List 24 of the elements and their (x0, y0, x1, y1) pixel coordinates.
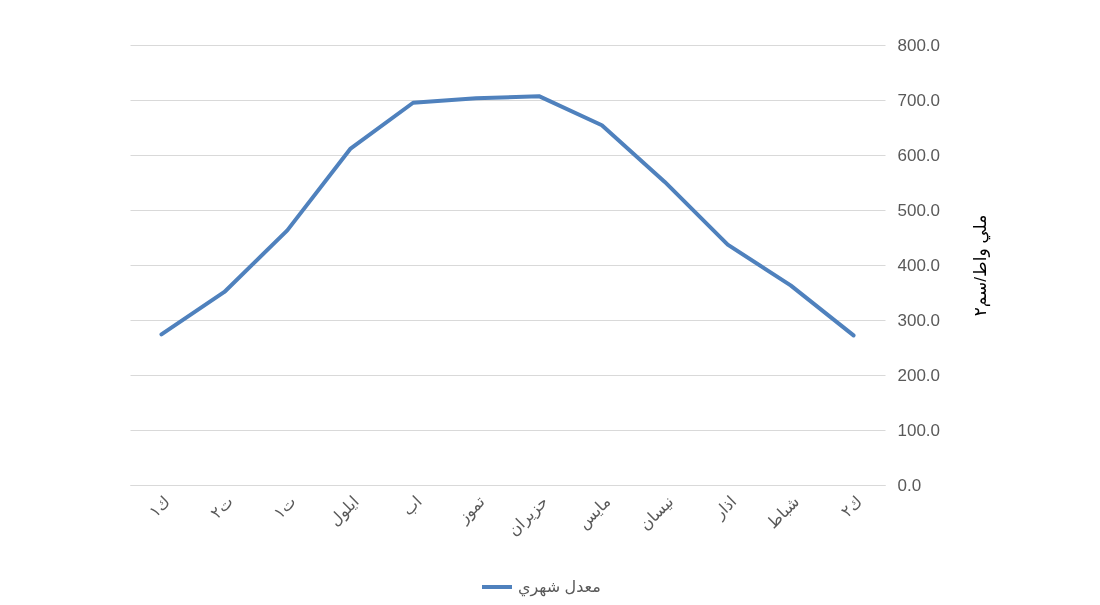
x-tick-label: ت١ (270, 492, 300, 522)
x-tick-label: ايلول (325, 492, 364, 531)
y-tick-label: 500.0 (897, 200, 941, 220)
y-tick-label: 800.0 (897, 35, 941, 55)
y-tick-label: 200.0 (897, 365, 941, 385)
y-tick-label: 0.0 (897, 475, 922, 495)
x-tick-label: تموز (454, 492, 490, 528)
x-tick-label: ت٢ (207, 492, 237, 522)
x-tick-label: ك١ (145, 492, 174, 521)
x-tick-label: اذار (710, 492, 741, 524)
line-series (159, 94, 856, 338)
y-tick-label: 700.0 (897, 90, 941, 110)
x-tick-label: مايس (574, 492, 616, 534)
x-tick-label: حزيران (504, 492, 553, 541)
x-tick-label: نيسان (636, 492, 677, 534)
legend-label: معدل شهري (518, 578, 601, 597)
y-tick-label: 600.0 (897, 145, 941, 165)
y-tick-label: 100.0 (897, 420, 941, 440)
x-tick-label: شباط (763, 492, 803, 532)
x-tick-label: اب (399, 492, 425, 519)
y-axis-title: ملي واط/سم٢ (970, 214, 991, 317)
x-tick-label: ك٢ (837, 492, 866, 521)
y-tick-label: 400.0 (897, 255, 941, 275)
y-tick-label: 300.0 (897, 310, 941, 330)
